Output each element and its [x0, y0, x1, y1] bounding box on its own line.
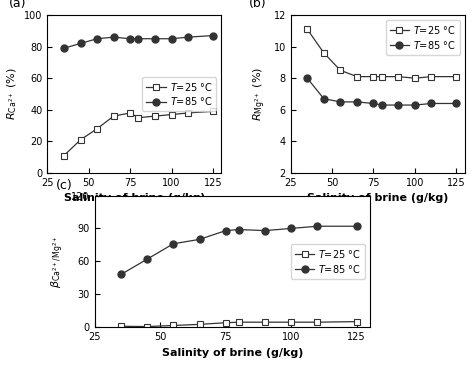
Legend: $T$=25 °C, $T$=85 °C: $T$=25 °C, $T$=85 °C: [386, 20, 460, 55]
Y-axis label: $R_{\mathrm{Ca}^{2+}}$ (%): $R_{\mathrm{Ca}^{2+}}$ (%): [5, 68, 18, 120]
Text: (c): (c): [56, 179, 73, 192]
Text: (a): (a): [9, 0, 27, 10]
Y-axis label: $\beta_{\mathrm{Ca}^{2+}/\mathrm{Mg}^{2+}}$: $\beta_{\mathrm{Ca}^{2+}/\mathrm{Mg}^{2+…: [49, 235, 66, 288]
X-axis label: Salinity of brine (g/kg): Salinity of brine (g/kg): [307, 193, 448, 203]
X-axis label: Salinity of brine (g/kg): Salinity of brine (g/kg): [162, 347, 303, 358]
Y-axis label: $R_{\mathrm{Mg}^{2+}}$ (%): $R_{\mathrm{Mg}^{2+}}$ (%): [252, 67, 268, 121]
X-axis label: Salinity of brine (g/kg): Salinity of brine (g/kg): [64, 193, 205, 203]
Legend: $T$=25 °C, $T$=85 °C: $T$=25 °C, $T$=85 °C: [143, 77, 216, 111]
Legend: $T$=25 °C, $T$=85 °C: $T$=25 °C, $T$=85 °C: [291, 244, 365, 279]
Text: (b): (b): [249, 0, 267, 10]
